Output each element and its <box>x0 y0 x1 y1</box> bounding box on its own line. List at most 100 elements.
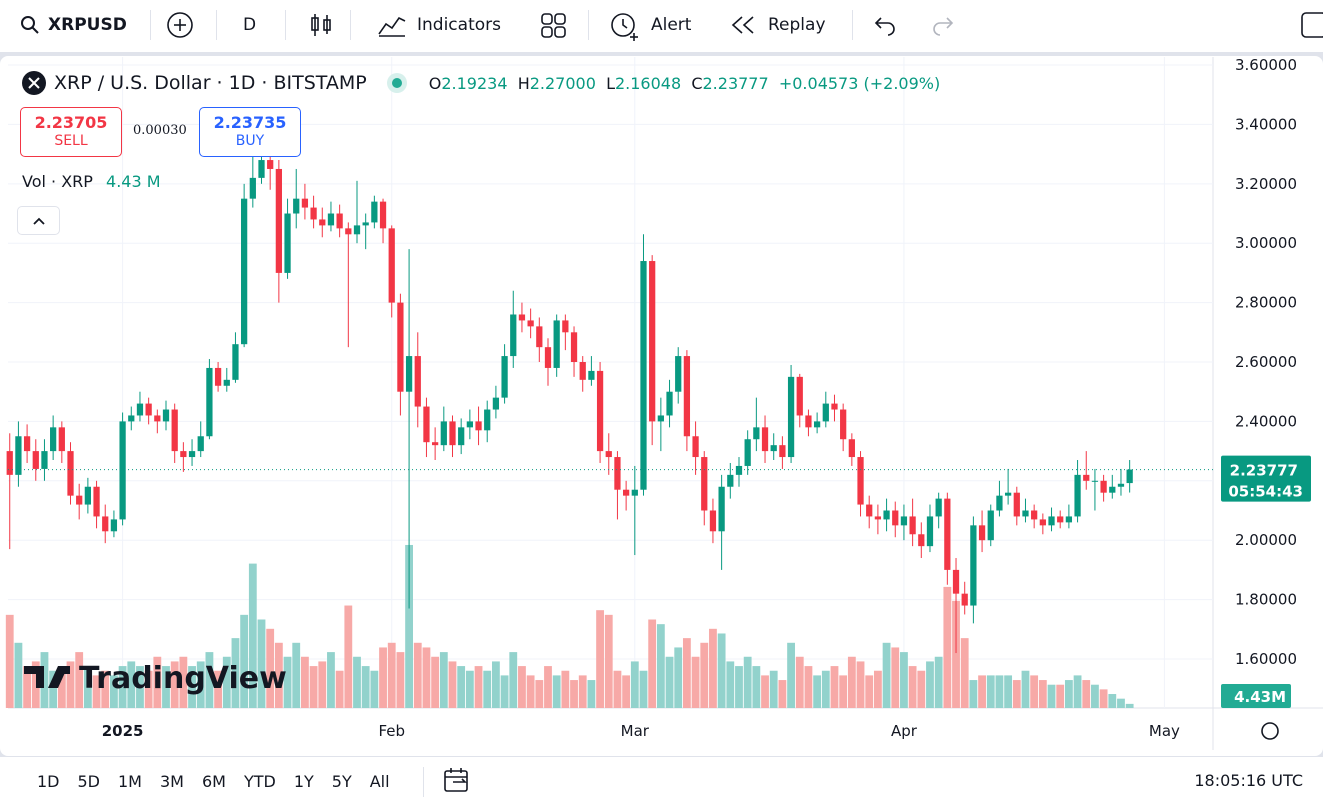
candle-body <box>909 516 916 535</box>
candle-body <box>666 391 673 416</box>
x-tick-label: Mar <box>621 722 650 740</box>
range-button[interactable]: 5Y <box>331 771 352 791</box>
volume-bar <box>1091 684 1099 708</box>
volume-bar <box>674 647 683 708</box>
candle-body <box>709 510 717 532</box>
buy-button[interactable]: 2.23735 BUY <box>199 107 301 157</box>
layout-button[interactable] <box>1300 12 1323 38</box>
indicators-button[interactable]: Indicators <box>377 0 501 50</box>
symbol-search[interactable]: XRPUSD <box>20 0 127 50</box>
candle-body <box>1117 483 1125 487</box>
watermark-logo <box>24 666 70 688</box>
chart-type-button[interactable] <box>308 12 334 38</box>
volume-bar <box>821 670 830 708</box>
volume-bar <box>361 666 370 708</box>
candle-body <box>206 367 213 437</box>
candle-body <box>640 261 647 490</box>
volume-bar <box>5 614 14 708</box>
sell-button[interactable]: 2.23705 SELL <box>20 107 122 157</box>
volume-bar <box>422 647 431 708</box>
volume-bar <box>448 661 457 708</box>
volume-bar <box>769 670 778 708</box>
candle-body <box>84 486 91 505</box>
volume-bar <box>144 670 153 708</box>
replay-button[interactable]: Replay <box>730 0 826 50</box>
candle-body <box>136 403 144 416</box>
candle-body <box>466 421 473 428</box>
candle-body <box>1065 516 1073 523</box>
range-button[interactable]: 1M <box>118 771 142 791</box>
candle-body <box>284 213 291 273</box>
range-button[interactable]: YTD <box>243 771 276 791</box>
replay-label: Replay <box>768 15 826 35</box>
candle-body <box>310 207 317 220</box>
candle-body <box>822 403 829 422</box>
candle-body <box>214 367 222 386</box>
volume-bar <box>900 652 908 708</box>
candle-body <box>249 177 256 199</box>
alert-icon <box>611 13 638 41</box>
range-button[interactable]: 1D <box>37 771 60 791</box>
volume-bar <box>535 680 544 708</box>
interval-button[interactable]: D <box>243 0 256 50</box>
high-value: 2.27000 <box>529 73 596 93</box>
candle-body <box>848 439 855 458</box>
market-status <box>386 73 407 93</box>
candle-body <box>58 427 65 452</box>
candle-body <box>892 510 899 526</box>
volume-bar <box>179 656 188 708</box>
candle-body <box>935 498 942 517</box>
buy-label: BUY <box>235 133 265 149</box>
volume-bar <box>700 642 709 708</box>
alert-button[interactable]: Alert <box>608 0 691 50</box>
volume-bar <box>231 638 240 708</box>
collapse-button[interactable] <box>17 206 60 235</box>
y-tick-label: 3.20000 <box>1235 175 1297 193</box>
range-button[interactable]: 1Y <box>293 771 314 791</box>
candle-body <box>301 198 309 208</box>
redo-button[interactable] <box>930 14 954 36</box>
bottom-bar: 1D 5D 1M 3M 6M YTD 1Y 5Y All 18:05:16 UTC <box>0 757 1323 812</box>
volume-bar <box>1030 675 1039 708</box>
volume-bar <box>570 680 578 708</box>
range-button[interactable]: All <box>369 771 390 791</box>
volume-bar <box>1047 684 1056 708</box>
candle-body <box>293 198 300 214</box>
candle-body <box>675 356 682 392</box>
settings-icon[interactable] <box>1261 722 1279 740</box>
volume-bar <box>387 642 396 708</box>
range-button[interactable]: 6M <box>201 771 226 791</box>
candle-body <box>379 201 387 229</box>
volume-bar <box>735 666 743 708</box>
alert-label: Alert <box>651 15 692 35</box>
volume-bar <box>934 656 943 708</box>
chart-title: XRP / U.S. Dollar · 1D · BITSTAMP <box>54 72 367 94</box>
volume-bar <box>66 661 75 708</box>
candle-body <box>267 160 274 169</box>
candle-body <box>188 451 196 458</box>
volume-bar <box>1082 680 1091 708</box>
candle-body <box>978 525 986 541</box>
undo-button[interactable] <box>874 14 898 36</box>
candle-body <box>241 198 248 345</box>
chart-header: XRP / U.S. Dollar · 1D · BITSTAMP O2.192… <box>22 71 940 95</box>
range-button[interactable]: 3M <box>159 771 184 791</box>
date-range-button[interactable] <box>443 766 473 796</box>
last-price-label: 2.23777 <box>1230 462 1298 480</box>
candle-body <box>744 439 751 466</box>
candle-body <box>1031 510 1038 520</box>
candle-body <box>32 451 39 469</box>
volume-bar <box>891 647 900 708</box>
range-button[interactable]: 5D <box>77 771 101 791</box>
y-tick-label: 2.00000 <box>1235 531 1297 549</box>
templates-button[interactable] <box>541 13 567 39</box>
candle-body <box>961 593 968 606</box>
candle-body <box>6 451 13 475</box>
volume-bar <box>665 656 674 708</box>
volume-bar <box>205 652 214 708</box>
volume-bar <box>283 656 292 708</box>
compare-button[interactable] <box>166 11 194 39</box>
x-tick-label: Apr <box>891 722 918 740</box>
volume-bar <box>214 670 223 708</box>
candle-body <box>1039 519 1046 526</box>
